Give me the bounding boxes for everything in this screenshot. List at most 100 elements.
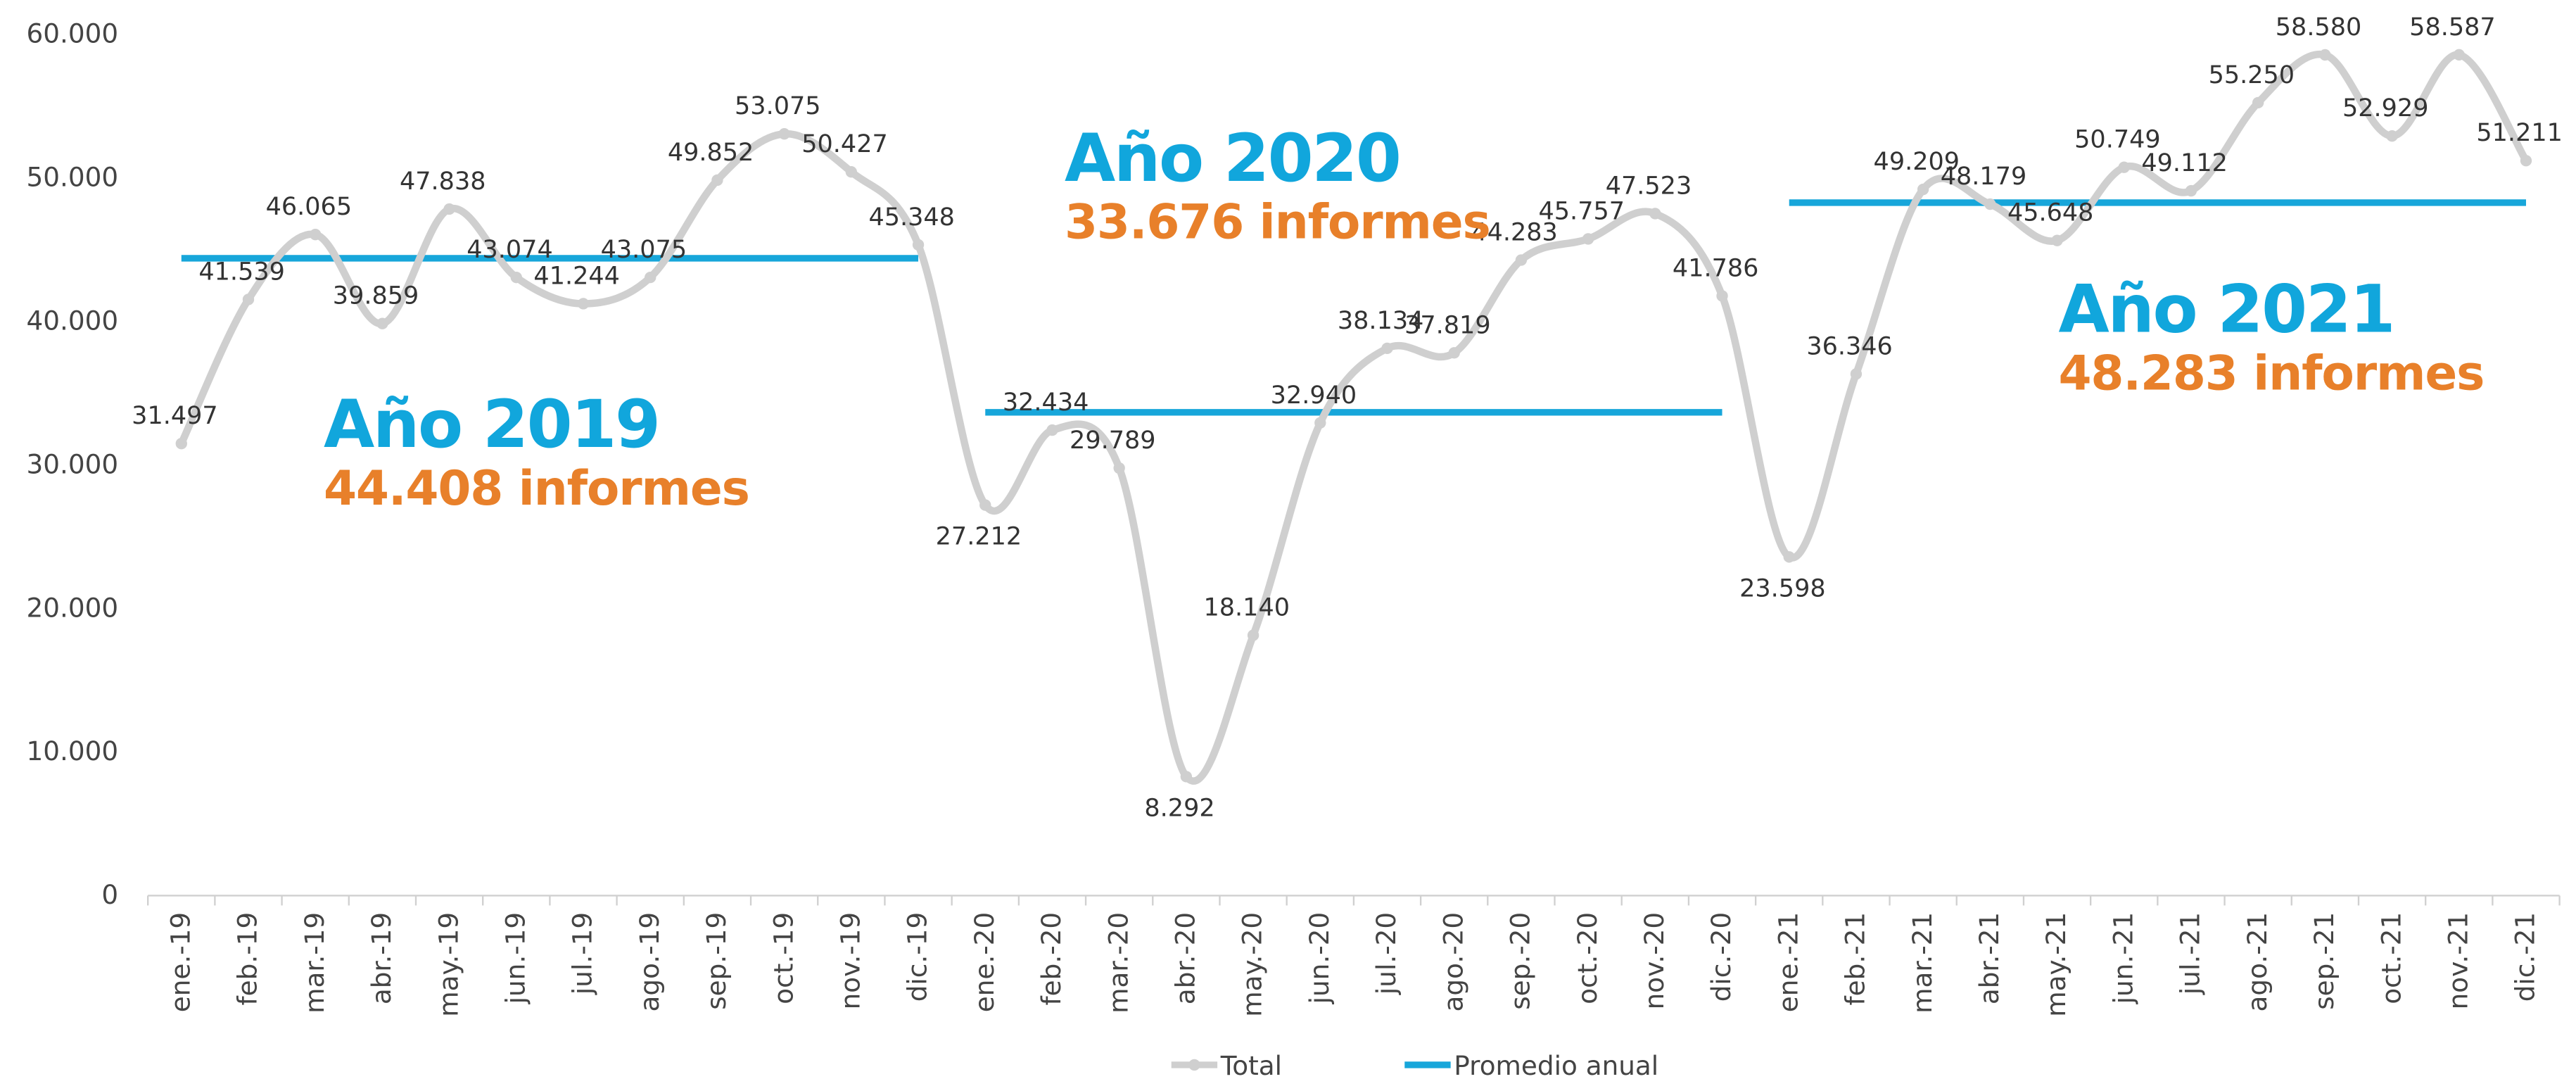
y-tick-label: 40.000 xyxy=(26,305,118,336)
data-label: 58.587 xyxy=(2409,13,2496,42)
point xyxy=(1582,233,1594,245)
data-label: 41.244 xyxy=(533,261,620,290)
x-tick-label: abr.-19 xyxy=(366,912,397,1004)
x-tick-label: feb.-20 xyxy=(1036,912,1067,1006)
point xyxy=(2520,155,2532,167)
data-label: 8.292 xyxy=(1144,793,1214,822)
data-label: 45.648 xyxy=(2007,198,2094,227)
data-label: 46.065 xyxy=(266,192,353,221)
legend-swatch xyxy=(1188,1059,1200,1071)
x-tick-label: may.-21 xyxy=(2041,912,2071,1017)
data-label: 27.212 xyxy=(936,522,1022,551)
data-label: 38.134 xyxy=(1338,306,1424,335)
point xyxy=(2386,130,2398,142)
point xyxy=(1113,462,1125,474)
annotation: Año 2020 xyxy=(1065,120,1400,197)
point xyxy=(175,438,187,450)
data-label: 43.075 xyxy=(601,235,687,264)
point xyxy=(979,499,991,511)
y-tick-label: 10.000 xyxy=(26,736,118,766)
y-tick-label: 30.000 xyxy=(26,448,118,479)
data-label: 50.749 xyxy=(2074,125,2161,154)
annotation: Año 2019 xyxy=(324,386,659,463)
x-tick-label: jun.-20 xyxy=(1304,912,1335,1005)
data-label: 45.348 xyxy=(868,203,955,232)
x-tick-label: mar.-19 xyxy=(299,912,330,1014)
point xyxy=(1716,290,1728,302)
x-tick-label: sep.-19 xyxy=(701,912,732,1010)
x-tick-label: jun.-21 xyxy=(2107,912,2138,1005)
x-tick-label: jul.-21 xyxy=(2175,912,2206,995)
x-tick-label: ago.-21 xyxy=(2242,912,2273,1012)
point xyxy=(2319,49,2331,61)
point xyxy=(912,239,925,251)
point xyxy=(2051,234,2063,246)
data-label: 43.074 xyxy=(467,235,553,264)
y-tick-label: 0 xyxy=(101,879,118,910)
data-label: 44.283 xyxy=(1471,217,1558,246)
point xyxy=(376,317,388,329)
data-label: 47.838 xyxy=(400,167,486,196)
data-label: 37.819 xyxy=(1404,310,1491,339)
data-label: 52.929 xyxy=(2342,94,2429,122)
point xyxy=(711,174,723,187)
x-tick-label: ene.-19 xyxy=(165,912,196,1012)
point xyxy=(242,294,255,305)
legend-label: Promedio anual xyxy=(1454,1050,1658,1079)
x-tick-label: abr.-21 xyxy=(1974,912,2005,1004)
x-tick-label: jul.-19 xyxy=(567,912,598,995)
point xyxy=(645,271,656,284)
data-label: 41.539 xyxy=(198,257,285,286)
data-label: 49.209 xyxy=(1874,147,1960,176)
annotation: 44.408 informes xyxy=(324,460,749,516)
point xyxy=(1180,771,1193,783)
x-tick-label: jul.-20 xyxy=(1371,912,1402,995)
point xyxy=(2185,184,2197,197)
data-label: 18.140 xyxy=(1203,593,1290,622)
x-tick-label: feb.-19 xyxy=(232,912,263,1006)
point xyxy=(845,166,858,178)
data-label: 32.940 xyxy=(1271,381,1357,410)
data-label: 47.523 xyxy=(1606,171,1692,200)
data-label: 53.075 xyxy=(735,92,821,120)
data-label: 41.786 xyxy=(1673,253,1759,282)
point xyxy=(510,271,522,284)
x-tick-label: nov.-19 xyxy=(835,912,866,1010)
data-label: 51.211 xyxy=(2476,118,2563,147)
x-tick-label: ago.-19 xyxy=(634,912,665,1012)
y-tick-label: 60.000 xyxy=(26,18,118,49)
x-tick-label: may.-19 xyxy=(433,912,464,1017)
point xyxy=(2252,96,2264,109)
point xyxy=(443,203,455,215)
y-tick-label: 20.000 xyxy=(26,592,118,623)
point xyxy=(1783,551,1795,563)
x-tick-label: nov.-21 xyxy=(2442,912,2473,1010)
x-tick-label: dic.-21 xyxy=(2510,912,2541,1002)
point xyxy=(1381,342,1393,355)
data-label: 50.427 xyxy=(801,130,888,158)
legend-label: Total xyxy=(1220,1050,1282,1079)
x-tick-label: sep.-20 xyxy=(1505,912,1536,1010)
point xyxy=(2118,161,2130,173)
point xyxy=(2453,49,2465,61)
x-tick-label: sep.-21 xyxy=(2309,912,2340,1010)
point xyxy=(1649,208,1661,220)
annotation: 33.676 informes xyxy=(1065,194,1490,250)
data-label: 32.434 xyxy=(1003,388,1089,417)
data-label: 36.346 xyxy=(1806,332,1893,360)
data-label: 49.112 xyxy=(2141,149,2228,177)
point xyxy=(1247,629,1260,641)
x-tick-label: oct.-20 xyxy=(1572,912,1603,1004)
point xyxy=(1917,183,1929,196)
annotation: 48.283 informes xyxy=(2059,345,2485,400)
x-tick-label: abr.-20 xyxy=(1170,912,1201,1004)
x-tick-label: dic.-19 xyxy=(902,912,933,1002)
point xyxy=(778,128,790,140)
x-tick-label: may.-20 xyxy=(1237,912,1268,1017)
data-label: 45.757 xyxy=(1539,196,1625,225)
x-tick-label: oct.-19 xyxy=(768,912,799,1004)
x-tick-label: oct.-21 xyxy=(2375,912,2406,1004)
x-tick-label: jun.-19 xyxy=(500,912,531,1005)
